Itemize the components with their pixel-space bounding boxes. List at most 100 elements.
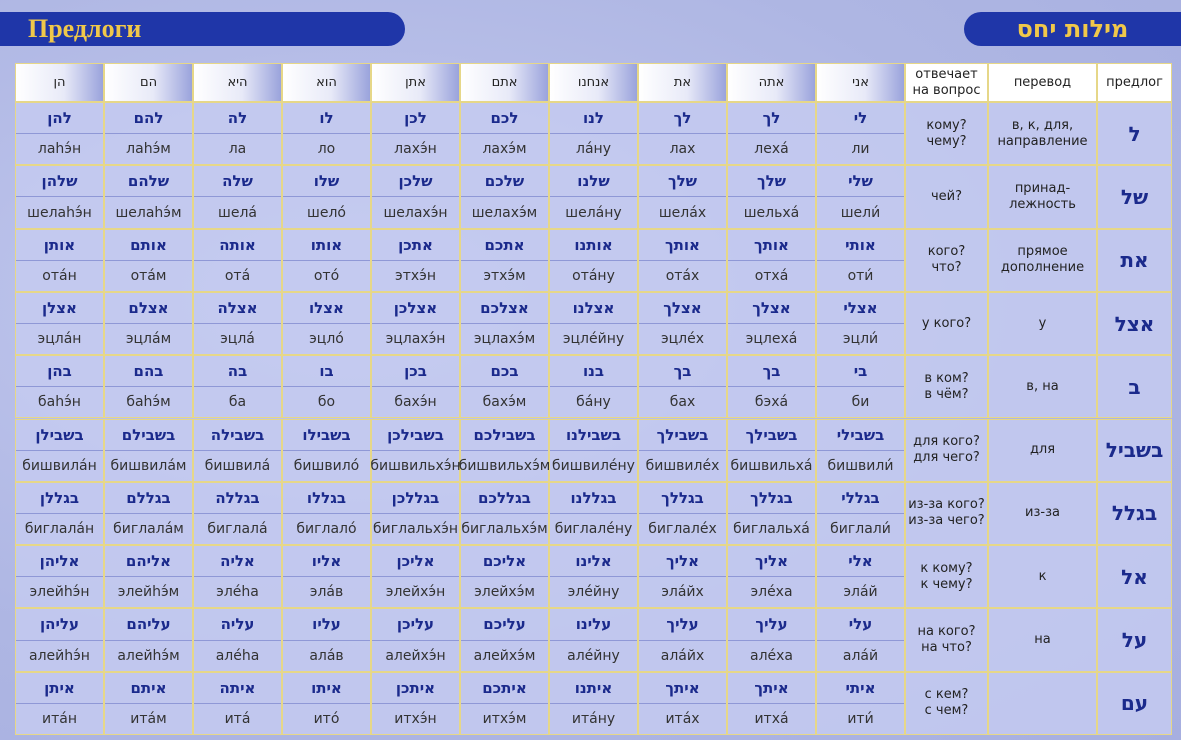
transliteration: шела́х [639,196,726,227]
question-line: с чем? [924,703,969,719]
translation-cell: прямое дополнение [988,228,1097,292]
hebrew-form: בשבילה [210,425,265,444]
form-cell: בך бах [638,355,727,419]
form-cell: לנו ла́ну [549,102,638,166]
transliteration: ита́ [194,702,281,734]
transliteration: ла́ну [550,133,637,164]
hebrew-form: איתם [130,678,167,697]
preposition: בשביל [1105,438,1164,463]
transliteration: шелахэ́н [372,196,459,227]
transliteration: биглальхэ́м [461,512,548,544]
column-header-text: אתן [405,75,426,90]
transliteration: але́йну [550,639,637,671]
transliteration: элейхэ́м [461,576,548,607]
hebrew-form: בה [227,362,248,381]
question-cell: для кого? для чего? [905,418,988,482]
question-line: с кем? [924,687,969,703]
transliteration: шела́ну [550,196,637,227]
form-cell: עליך але́ха [727,608,816,672]
hebrew-form: בשבילנו [565,425,622,444]
hebrew-form: אצלי [843,298,878,317]
hebrew-form: אותו [310,235,343,254]
form-cell: אצלך эцле́х [638,291,727,356]
transliteration: эцли́ [817,323,904,354]
hebrew-form: שלי [848,172,873,191]
hebrew-form: אלינו [575,552,612,571]
question-line: чему? [926,133,967,149]
hebrew-form: אליו [311,552,342,571]
hebrew-form: בגללכם [478,488,531,507]
column-header: את [638,63,727,102]
transliteration: оти́ [817,259,904,291]
transliteration: алейhэ́н [16,639,103,671]
hebrew-form: אותך [665,235,700,254]
hebrew-form: שלכן [398,172,433,191]
hebrew-form: עליכן [396,615,435,634]
transliteration: биглале́ну [550,512,637,544]
form-cell: אותך отха́ [727,228,816,292]
hebrew-form: עלינו [575,615,612,634]
preposition-cell: ב [1097,355,1172,419]
transliteration: бо [283,386,370,417]
hebrew-form: שלו [313,172,340,191]
form-cell: איתה ита́ [193,671,282,735]
transliteration: алейхэ́н [372,639,459,671]
form-cell: אותנו ота́ну [549,228,638,292]
question-cell: у кого? [905,291,988,356]
hebrew-form: איתי [845,678,876,697]
hebrew-form: שלך [667,172,698,191]
column-header-text: אתם [491,75,518,90]
hebrew-form: בשבילי [836,425,885,444]
translation-line: лежность [1009,196,1076,212]
hebrew-form: אצלם [128,298,169,317]
transliteration: эцла́м [105,323,192,354]
question-header: отвечает на вопрос [905,63,988,102]
form-cell: בשבילו бишвило́ [282,418,371,482]
transliteration: эцле́х [639,323,726,354]
title-hebrew: מילות יחס [1016,15,1129,43]
form-cell: בגללנו биглале́ну [549,481,638,546]
transliteration: шелаhэ́н [16,196,103,227]
question-header-line: на вопрос [912,82,981,98]
transliteration: алейхэ́м [461,639,548,671]
hebrew-form: שלהם [127,172,170,191]
form-cell: לו ло [282,102,371,166]
form-cell: שלך шельха́ [727,165,816,229]
transliteration: бишвило́ [283,449,370,481]
hebrew-form: להן [47,109,72,128]
form-cell: אצלן эцла́н [15,291,104,356]
form-cell: לכם лахэ́м [460,102,549,166]
transliteration: ито́ [283,702,370,734]
translation-cell: в, на [988,355,1097,419]
hebrew-form: איתן [44,678,75,697]
form-cell: לך лах [638,102,727,166]
translation-line: в, на [1026,378,1059,394]
form-cell: אלי эла́й [816,545,905,609]
column-header-text: את [673,75,692,90]
question-line: на что? [921,640,972,656]
column-header: אנחנו [549,63,638,102]
form-cell: אליה эле́hа [193,545,282,609]
hebrew-form: אותם [130,235,167,254]
preposition-cell: עם [1097,671,1172,735]
hebrew-form: עלי [848,615,873,634]
question-line: кого? [927,244,966,260]
hebrew-form: איתנו [574,678,613,697]
form-cell: בו бо [282,355,371,419]
transliteration: эцлахэ́н [372,323,459,354]
transliteration: бишвила́м [105,449,192,481]
transliteration: ита́х [639,702,726,734]
form-cell: אליכם элейхэ́м [460,545,549,609]
question-header-line: отвечает [915,66,978,82]
column-header: היא [193,63,282,102]
transliteration: итхэ́н [372,702,459,734]
hebrew-form: איתך [665,678,700,697]
hebrew-form: בכן [404,362,427,381]
hebrew-form: אצלן [42,298,77,317]
transliteration: ото́ [283,259,370,291]
question-cell: на кого? на что? [905,608,988,672]
form-cell: איתך ита́х [638,671,727,735]
column-header-text: אני [852,75,869,90]
preposition: של [1120,184,1149,209]
preposition: אצל [1114,311,1155,336]
